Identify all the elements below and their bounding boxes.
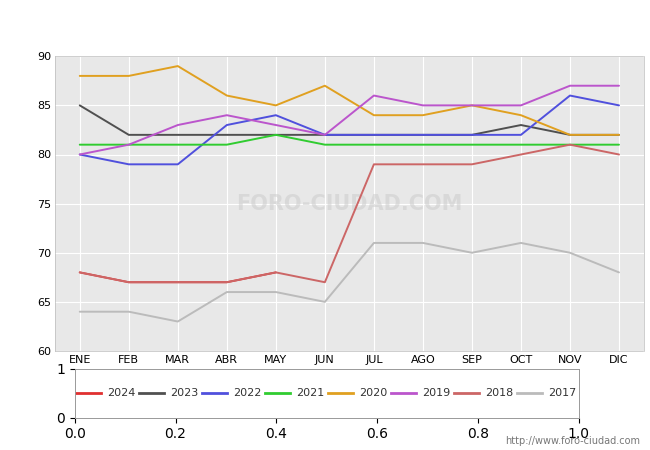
Text: 2017: 2017: [548, 388, 577, 398]
Text: 2023: 2023: [170, 388, 198, 398]
Text: 2020: 2020: [359, 388, 387, 398]
Text: http://www.foro-ciudad.com: http://www.foro-ciudad.com: [505, 436, 640, 446]
Text: 2019: 2019: [422, 388, 450, 398]
Text: FORO-CIUDAD.COM: FORO-CIUDAD.COM: [236, 194, 463, 214]
Text: 2018: 2018: [485, 388, 514, 398]
Text: 2024: 2024: [107, 388, 136, 398]
Text: Afiliados en Castellfollit de Riubregós a 31/5/2024: Afiliados en Castellfollit de Riubregós …: [134, 20, 516, 36]
Text: 2022: 2022: [233, 388, 261, 398]
Text: 2021: 2021: [296, 388, 324, 398]
